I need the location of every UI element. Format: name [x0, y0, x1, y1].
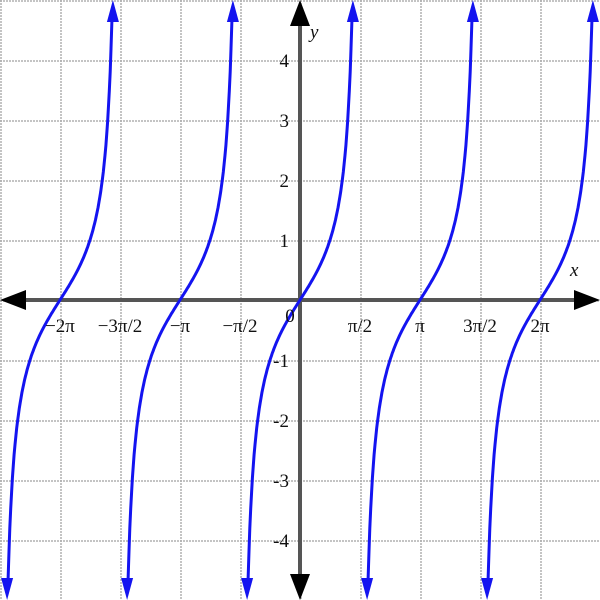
- y-tick-label: -1: [273, 351, 289, 372]
- x-tick-label: π: [415, 316, 425, 337]
- x-tick-label: −π/2: [222, 316, 257, 337]
- tangent-branch: [246, 20, 354, 580]
- x-axis-right-arrow: [574, 290, 600, 310]
- curve-arrow-up: [586, 0, 599, 22]
- curve-arrow-down: [481, 578, 494, 600]
- curve-arrow-up: [106, 0, 119, 22]
- curve-arrow-down: [361, 578, 374, 600]
- curve-arrow-down: [121, 578, 134, 600]
- y-tick-label: 2: [280, 171, 290, 192]
- y-tick-label: -2: [273, 411, 289, 432]
- x-tick-label: −3π/2: [98, 316, 143, 337]
- tick-labels: −2π −3π/2 −π −π/2 0 π/2 π 3π/2 2π 4 3 2 1 -1 -2 -3 -4: [45, 51, 550, 552]
- y-axis-label: y: [308, 22, 319, 43]
- curve-arrow-up: [226, 0, 239, 22]
- y-tick-label: -3: [273, 471, 289, 492]
- curve-arrow-up: [466, 0, 479, 22]
- x-tick-label: 2π: [530, 316, 550, 337]
- y-tick-label: -4: [273, 531, 289, 552]
- x-axis-label: x: [569, 260, 579, 281]
- tangent-branch: [486, 20, 594, 580]
- tangent-branch: [126, 20, 234, 580]
- x-tick-label: 3π/2: [463, 316, 497, 337]
- y-tick-label: 3: [280, 111, 290, 132]
- y-axis-bottom-arrow: [290, 574, 310, 600]
- curve-arrow-up: [346, 0, 359, 22]
- tangent-branch: [366, 20, 474, 580]
- curve-arrow-down: [1, 578, 14, 600]
- y-tick-label: 4: [280, 51, 290, 72]
- x-axis-left-arrow: [0, 290, 26, 310]
- y-axis-top-arrow: [290, 0, 310, 26]
- y-tick-label: 1: [280, 231, 290, 252]
- curve-arrow-down: [241, 578, 254, 600]
- x-tick-label: −2π: [45, 316, 75, 337]
- tangent-branch: [6, 20, 114, 580]
- x-tick-label: π/2: [348, 316, 372, 337]
- x-tick-label: 0: [285, 306, 295, 327]
- x-tick-label: −π: [170, 316, 191, 337]
